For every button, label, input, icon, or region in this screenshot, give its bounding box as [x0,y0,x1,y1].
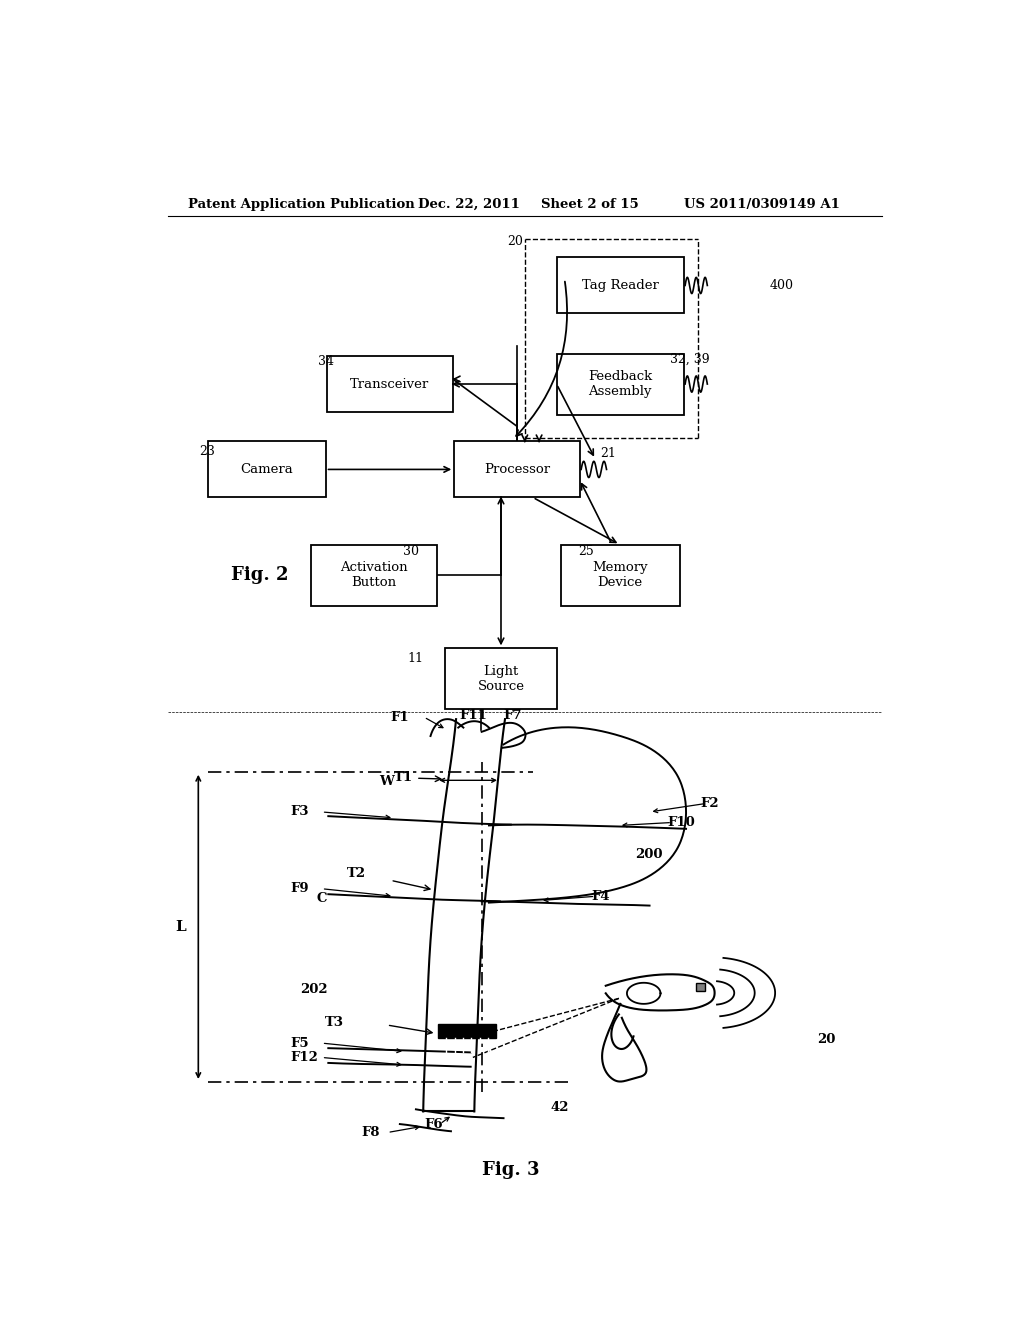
Text: L: L [175,920,186,933]
Text: F8: F8 [361,1126,380,1139]
Text: T2: T2 [346,867,366,879]
Text: Feedback
Assembly: Feedback Assembly [588,370,652,399]
Text: 202: 202 [301,982,328,995]
Bar [557,257,684,313]
Bar [311,545,436,606]
Text: F12: F12 [291,1051,318,1064]
Text: T1: T1 [394,771,413,784]
Text: Camera: Camera [241,463,293,477]
Bar [445,648,557,709]
Text: F1: F1 [390,710,409,723]
Text: F9: F9 [291,882,309,895]
Text: 400: 400 [769,279,794,292]
Text: 32, 39: 32, 39 [670,354,710,366]
Text: Fig. 3: Fig. 3 [482,1160,540,1179]
Text: 20: 20 [507,235,523,248]
Text: F11: F11 [460,709,487,722]
Text: F10: F10 [668,816,695,829]
Bar [455,441,580,498]
Text: F2: F2 [700,797,719,810]
Text: W: W [379,775,394,788]
Text: Dec. 22, 2011: Dec. 22, 2011 [418,198,519,211]
Text: US 2011/0309149 A1: US 2011/0309149 A1 [684,198,840,211]
Bar [328,356,453,412]
Text: F7: F7 [504,709,522,722]
Text: Tag Reader: Tag Reader [582,279,658,292]
Text: F5: F5 [291,1036,309,1049]
Bar [560,545,680,606]
Text: F4: F4 [591,890,609,903]
Text: 21: 21 [600,446,616,459]
Bar [438,1024,497,1038]
Bar [696,982,706,990]
Text: Memory
Device: Memory Device [592,561,648,589]
Text: 200: 200 [635,847,663,861]
Text: 30: 30 [403,545,420,558]
Text: 34: 34 [318,355,335,368]
Text: 42: 42 [551,1101,569,1114]
Text: Fig. 2: Fig. 2 [231,566,289,585]
Text: Sheet 2 of 15: Sheet 2 of 15 [541,198,638,211]
Text: F3: F3 [291,805,309,818]
Text: C: C [316,892,327,906]
Text: Transceiver: Transceiver [350,378,429,391]
Text: 11: 11 [408,652,423,665]
Text: F6: F6 [425,1118,443,1131]
Text: 20: 20 [817,1034,836,1047]
Text: T3: T3 [325,1016,344,1030]
Text: Patent Application Publication: Patent Application Publication [187,198,415,211]
Bar [208,441,326,498]
Text: 23: 23 [200,445,215,458]
Text: Processor: Processor [483,463,550,477]
Text: Light
Source: Light Source [477,665,524,693]
Text: Activation
Button: Activation Button [340,561,408,589]
Bar [557,354,684,414]
Text: 25: 25 [578,545,594,558]
